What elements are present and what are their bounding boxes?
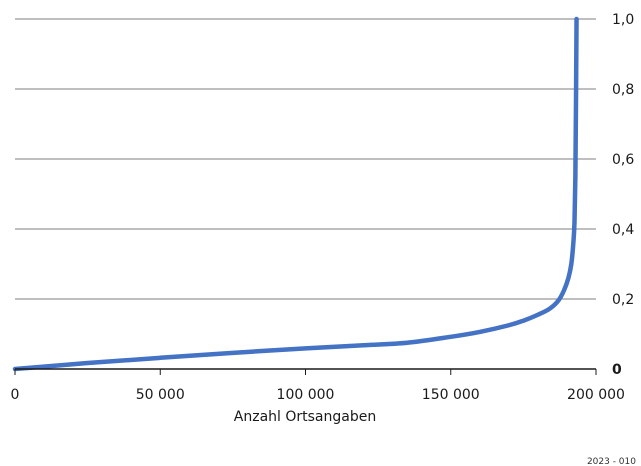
x-tick-label-2: 100 000 <box>277 387 335 403</box>
x-axis-title: Anzahl Ortsangaben <box>234 409 376 425</box>
series-layer <box>12 16 579 372</box>
x-tick-label-1: 50 000 <box>136 387 185 403</box>
x-tick-label-0: 0 <box>11 387 20 403</box>
y-tick-label-2: 0,4 <box>612 222 634 238</box>
x-axis-ticks: 0 50 000 100 000 150 000 200 000 <box>11 368 625 403</box>
y-tick-label-5: 1,0 <box>612 12 634 28</box>
y-tick-label-0: 0 <box>612 362 622 378</box>
y-tick-label-3: 0,6 <box>612 152 634 168</box>
y-tick-label-1: 0,2 <box>612 292 634 308</box>
series-line-0 <box>12 16 579 372</box>
y-tick-label-4: 0,8 <box>612 82 634 98</box>
grid-lines <box>15 18 596 300</box>
x-tick-label-4: 200 000 <box>567 387 625 403</box>
x-tick-label-3: 150 000 <box>422 387 480 403</box>
y-axis-ticks: 0 0,2 0,4 0,6 0,8 1,0 <box>612 12 634 378</box>
chart-footnote: 2023 - 010 <box>587 457 636 466</box>
